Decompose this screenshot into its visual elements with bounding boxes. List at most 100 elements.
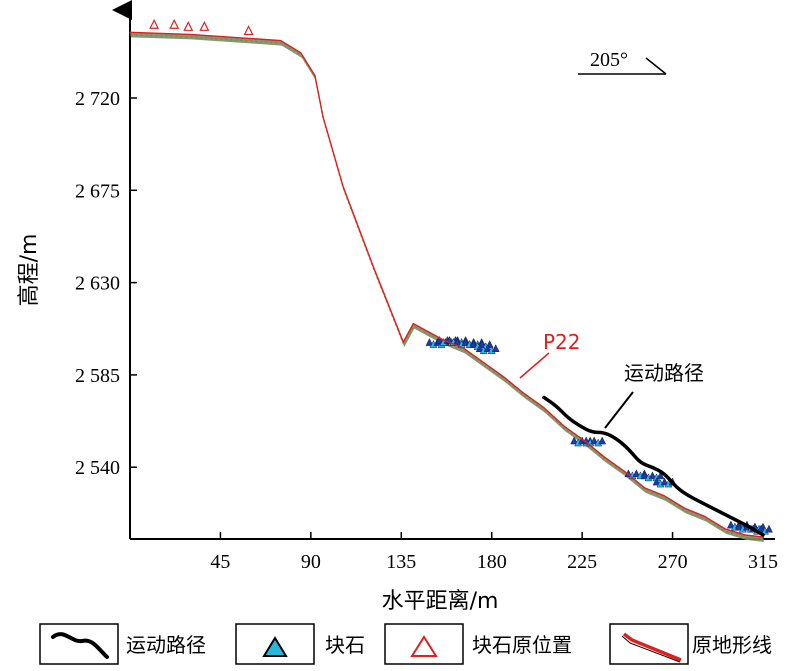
terrain-vertex — [412, 323, 414, 325]
x-axis-title: 水平距离/m — [382, 589, 499, 614]
boulder-marker — [598, 436, 607, 445]
legend-box-original — [384, 623, 464, 665]
boulder-marker — [735, 522, 743, 531]
terrain-vertex — [744, 534, 746, 536]
boulder-marker — [765, 524, 773, 533]
terrain-vertex — [623, 470, 625, 472]
legend-label-path: 运动路径 — [126, 633, 206, 657]
motion-path-point — [567, 417, 569, 419]
legend-label-terrain: 原地形线 — [692, 633, 772, 657]
motion-path-point — [603, 431, 605, 433]
boulder-marker — [632, 469, 641, 478]
x-tick-label: 45 — [210, 551, 230, 573]
y-tick-label: 2 630 — [75, 273, 120, 295]
boulder-layer — [425, 335, 773, 535]
legend-boulder-symbol — [262, 636, 288, 657]
x-tick-label: 180 — [477, 551, 507, 573]
motion-path-point — [591, 431, 593, 433]
terrain-vertex — [280, 39, 282, 42]
motion-path-point — [651, 466, 653, 468]
motion-path-point — [700, 501, 702, 503]
terrain-vertex — [643, 487, 646, 489]
boulder-marker — [660, 477, 669, 486]
terrain-vertex — [684, 507, 686, 509]
direction-slash — [645, 57, 667, 75]
terrain-band — [130, 32, 764, 542]
y-tick-label: 2 585 — [75, 365, 120, 387]
y-tick-label: 2 540 — [75, 457, 120, 479]
motion-path-point — [712, 507, 714, 509]
legend-terrain-symbol — [622, 632, 682, 662]
motion-path-point — [676, 487, 678, 489]
original-position-layer — [149, 18, 254, 36]
motion-path-point — [555, 405, 557, 407]
legend-path-symbol — [51, 632, 109, 659]
motion-path-point — [639, 462, 641, 464]
boulder-marker — [435, 335, 444, 344]
terrain-vertex — [603, 456, 605, 458]
boulder-marker — [469, 340, 478, 348]
motion-path-point — [762, 534, 764, 536]
x-tick-label: 90 — [301, 551, 321, 573]
terrain-vertex — [543, 407, 545, 409]
boulder-marker — [475, 344, 484, 352]
boulder-marker — [590, 436, 599, 445]
path-annotation-label: 运动路径 — [624, 361, 704, 385]
ticks-layer: 45 90 135 180 225 270 315 2 540 2 585 2 630 2 675 2… — [75, 88, 778, 573]
motion-path-point — [664, 472, 666, 474]
motion-path-point — [615, 437, 617, 439]
p22-leader-line — [519, 352, 550, 379]
terrain-line — [129, 31, 764, 538]
terrain-vertex — [523, 392, 525, 394]
x-tick-label: 270 — [658, 551, 688, 573]
y-tick-label: 2 675 — [75, 180, 120, 202]
boulder-marker — [652, 477, 661, 486]
boulder-marker — [640, 471, 649, 480]
motion-path-point — [736, 520, 738, 522]
original-position-marker — [149, 18, 160, 29]
path-leader-line — [604, 391, 634, 429]
direction-label: 205° — [590, 49, 628, 71]
terrain-vertex — [563, 425, 565, 427]
original-position-marker — [243, 25, 254, 36]
legend-original-symbol — [410, 635, 438, 657]
terrain-vertex — [442, 339, 445, 341]
terrain-vertex — [663, 495, 666, 497]
legend-label-original: 块石原位置 — [472, 633, 572, 657]
terrain-speckle — [130, 34, 764, 541]
terrain-vertex — [314, 74, 316, 77]
legend-label-boulder: 块石 — [325, 633, 365, 657]
p22-label: P22 — [543, 330, 581, 354]
terrain-vertex — [372, 265, 374, 267]
terrain-vertex — [402, 341, 404, 343]
y-tick-label: 2 720 — [75, 88, 120, 110]
boulder-marker — [570, 436, 579, 445]
terrain-vertex — [762, 536, 764, 538]
legend: 运动路径 块石 块石原位置 原地形线 — [39, 623, 772, 665]
terrain-vertex — [462, 347, 465, 349]
terrain-vertex — [129, 31, 131, 33]
direction-indicator: 205° — [578, 49, 667, 75]
terrain-vertex — [724, 528, 726, 530]
motion-path-point — [688, 495, 690, 497]
terrain-vertex — [322, 115, 324, 118]
terrain-vertex — [704, 515, 706, 518]
legend-terrain-symbol-outline — [621, 635, 681, 663]
terrain-vertex — [342, 185, 344, 187]
motion-path-point — [543, 396, 545, 398]
terrain-vertex — [300, 52, 302, 54]
boulder-marker — [425, 338, 434, 346]
original-position-marker — [183, 20, 194, 31]
motion-path-line — [542, 395, 765, 537]
boulder-marker — [726, 520, 735, 529]
series-layer — [129, 31, 765, 538]
path-annotation: 运动路径 — [604, 361, 704, 429]
original-position-marker — [199, 20, 210, 31]
motion-path-point — [748, 526, 750, 528]
motion-path-point — [627, 448, 629, 450]
terrain-vertex — [583, 439, 585, 442]
motion-path-point — [579, 425, 581, 427]
original-position-marker — [169, 18, 180, 29]
terrain-vertex — [249, 37, 252, 40]
